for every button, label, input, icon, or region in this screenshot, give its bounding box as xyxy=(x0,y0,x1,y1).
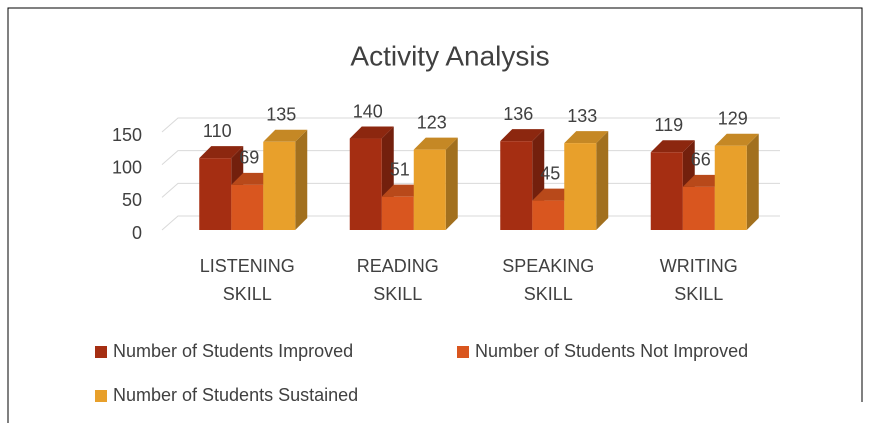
data-label: 133 xyxy=(567,106,597,126)
bar-face xyxy=(413,137,458,150)
legend-label: Number of Students Sustained xyxy=(113,385,359,405)
y-tick-label: 50 xyxy=(122,190,142,210)
bar-face xyxy=(682,186,715,230)
grid-line xyxy=(161,117,780,133)
bar-face xyxy=(714,145,747,230)
bar-face xyxy=(381,196,414,230)
chart-border xyxy=(7,7,863,423)
legend-swatch xyxy=(95,345,107,358)
bar-face xyxy=(199,158,232,230)
bar-face xyxy=(532,200,565,230)
bar xyxy=(714,133,759,230)
legend-swatch xyxy=(457,345,469,358)
bar-face xyxy=(231,184,264,230)
x-tick-label: SPEAKING SKILL xyxy=(502,256,595,304)
bar-face xyxy=(746,133,759,230)
legend-item: Number of Students Not Improved xyxy=(457,341,748,362)
data-label: 119 xyxy=(654,115,683,135)
chart-title: Activity Analysis xyxy=(350,40,549,71)
y-tick-label: 150 xyxy=(112,125,142,145)
legend-item: Number of Students Improved xyxy=(95,341,353,362)
data-label: 140 xyxy=(353,101,383,121)
data-label: 136 xyxy=(503,104,533,124)
legend-item: Number of Students Sustained xyxy=(95,385,358,406)
bar-face xyxy=(564,143,597,230)
x-tick-label: READING SKILL xyxy=(356,256,439,304)
bar-face xyxy=(500,141,533,230)
bar-face xyxy=(263,141,296,230)
bar-face xyxy=(295,129,308,230)
x-tick-label: WRITING SKILL xyxy=(659,256,738,304)
data-label: 45 xyxy=(540,163,560,183)
data-label: 123 xyxy=(417,112,447,132)
bar xyxy=(413,137,458,230)
bar-face xyxy=(413,149,446,230)
data-label: 66 xyxy=(691,150,711,170)
data-label: 135 xyxy=(266,105,296,125)
x-tick-label: LISTENING SKILL xyxy=(199,256,295,304)
legend-label: Number of Students Improved xyxy=(113,341,354,361)
bar xyxy=(263,129,308,230)
data-label: 69 xyxy=(239,148,259,168)
bar xyxy=(564,131,609,230)
bar-face xyxy=(500,129,545,142)
bar-face xyxy=(445,137,458,230)
data-label: 129 xyxy=(718,108,748,128)
y-tick-label: 0 xyxy=(132,223,142,243)
legend-swatch xyxy=(95,389,107,402)
y-tick-label: 100 xyxy=(112,157,142,177)
bar-face xyxy=(199,146,244,159)
data-label: 110 xyxy=(203,121,232,141)
legend-label: Number of Students Not Improved xyxy=(475,341,749,361)
bar-face xyxy=(263,129,308,142)
bar-face xyxy=(650,140,695,153)
bar-face xyxy=(349,126,394,139)
data-label: 51 xyxy=(390,159,410,179)
bar-face xyxy=(564,131,609,144)
bar-face xyxy=(349,138,382,230)
bar-face xyxy=(596,131,609,230)
bar-face xyxy=(650,152,683,230)
bar-face xyxy=(714,133,759,146)
bar xyxy=(500,129,545,230)
